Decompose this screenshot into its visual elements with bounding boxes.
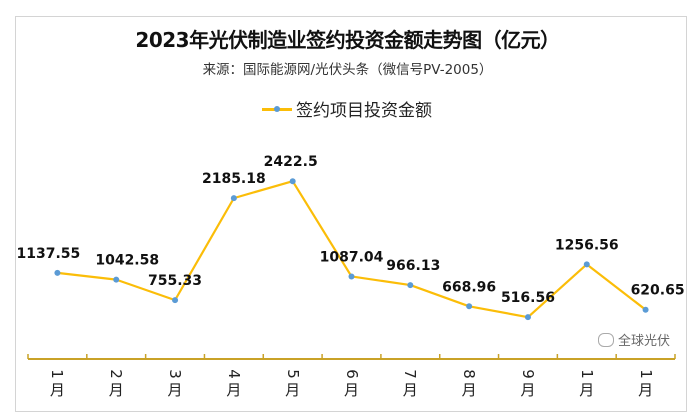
wechat-icon	[598, 332, 614, 347]
chart-subtitle: 来源：国际能源网/光伏头条（微信号PV-2005）	[202, 62, 493, 78]
data-label: 966.13	[386, 258, 440, 274]
x-tick-number: 9	[520, 364, 536, 384]
x-tick-unit: 月	[461, 381, 477, 399]
x-tick-unit: 月	[402, 381, 418, 399]
data-label: 620.65	[631, 283, 685, 299]
data-point	[230, 195, 237, 202]
x-tick-number: 1	[579, 364, 595, 384]
x-tick-label: 9月	[518, 366, 538, 398]
data-label: 1137.55	[17, 246, 81, 262]
x-tick-number: 1	[638, 364, 654, 384]
data-point	[54, 269, 61, 276]
x-tick-label: 5月	[283, 366, 303, 398]
data-point	[172, 297, 179, 304]
x-tick-number: 2	[108, 364, 124, 384]
legend-label: 签约项目投资金额	[296, 101, 432, 121]
x-tick-label: 1月	[47, 366, 67, 398]
data-label: 2185.18	[202, 171, 266, 187]
data-point	[583, 261, 590, 268]
data-label: 1042.58	[95, 253, 159, 269]
x-tick-label: 8月	[459, 366, 479, 398]
data-label: 516.56	[501, 290, 555, 306]
x-tick-label: 3月	[165, 366, 185, 398]
data-point	[113, 276, 120, 283]
watermark: 全球光伏	[598, 330, 670, 349]
x-tick-number: 1	[49, 364, 65, 384]
x-tick-unit: 月	[226, 381, 242, 399]
x-tick-number: 4	[226, 364, 242, 384]
x-tick-label: 1月	[636, 366, 656, 398]
legend: 签约项目投资金额	[262, 96, 432, 121]
chart-title: 2023年光伏制造业签约投资金额走势图（亿元）	[135, 28, 560, 52]
data-point	[642, 306, 649, 313]
x-tick-unit: 月	[579, 381, 595, 399]
x-tick-unit: 月	[167, 381, 183, 399]
x-tick-unit: 月	[285, 381, 301, 399]
x-tick-number: 3	[167, 364, 183, 384]
x-tick-unit: 月	[343, 381, 359, 399]
legend-line-marker-icon	[262, 101, 292, 117]
x-tick-number: 5	[285, 364, 301, 384]
x-tick-number: 7	[402, 364, 418, 384]
x-tick-unit: 月	[49, 381, 65, 399]
x-tick-number: 6	[344, 364, 360, 384]
data-label: 1256.56	[555, 237, 619, 253]
data-point	[289, 178, 296, 185]
x-tick-label: 4月	[224, 366, 244, 398]
data-point	[348, 273, 355, 280]
data-point	[407, 282, 414, 289]
x-tick-unit: 月	[638, 381, 654, 399]
chart-frame	[15, 16, 687, 412]
x-tick-label: 7月	[400, 366, 420, 398]
data-label: 2422.5	[264, 154, 318, 170]
x-tick-unit: 月	[108, 381, 124, 399]
x-tick-label: 2月	[106, 366, 126, 398]
watermark-text: 全球光伏	[618, 334, 671, 349]
data-label: 668.96	[442, 279, 496, 295]
x-tick-number: 8	[461, 364, 477, 384]
data-label: 1087.04	[320, 249, 384, 265]
data-label: 755.33	[148, 273, 202, 289]
data-point	[466, 303, 473, 310]
x-tick-label: 6月	[342, 366, 362, 398]
x-tick-label: 1月	[577, 366, 597, 398]
data-point	[524, 314, 531, 321]
x-tick-unit: 月	[520, 381, 536, 399]
